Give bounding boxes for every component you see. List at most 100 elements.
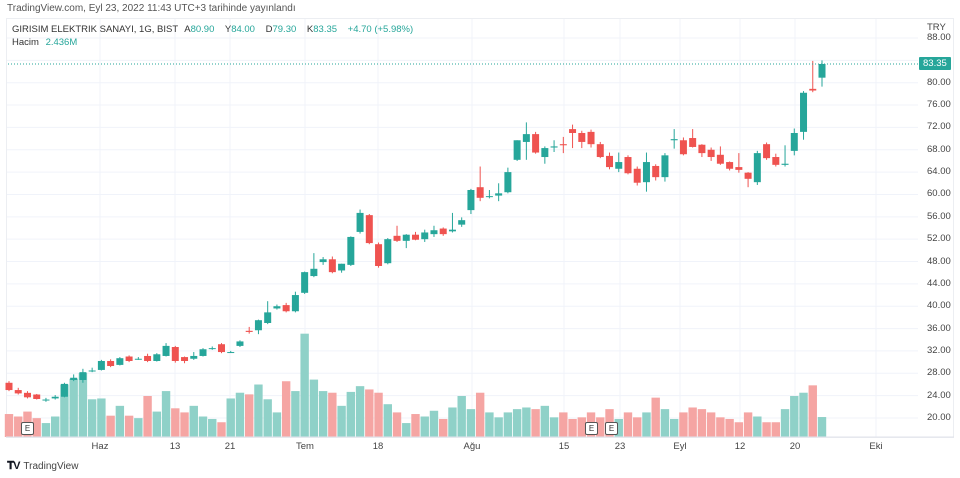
volume-bar — [208, 418, 217, 437]
candle-body — [652, 165, 660, 178]
candle-body — [781, 163, 789, 165]
candle-body — [596, 144, 604, 158]
volume-bar — [115, 405, 125, 437]
candle-body — [744, 172, 752, 179]
date-tick-label: 23 — [614, 441, 626, 452]
candle-body — [51, 396, 59, 399]
volume-bar — [14, 416, 23, 437]
volume-bar — [171, 408, 180, 437]
earnings-event-marker[interactable]: E — [585, 422, 598, 435]
candle-body — [707, 149, 715, 158]
volume-bar — [134, 418, 143, 437]
volume-bar — [799, 392, 808, 437]
footer-brand[interactable]: 𝐓V TradingView — [7, 460, 78, 473]
volume-bar — [808, 385, 817, 437]
volume-bar — [531, 409, 540, 437]
date-tick-label: Eki — [869, 441, 883, 452]
candle-body — [439, 228, 447, 235]
volume-bar — [346, 391, 356, 437]
volume-bar — [568, 418, 577, 437]
candle-body — [375, 244, 383, 266]
candle-body — [716, 154, 724, 164]
candle-body — [735, 167, 743, 170]
volume-bar — [688, 407, 697, 437]
candle-body — [790, 132, 798, 151]
candle-body — [144, 355, 152, 361]
volume-bar — [623, 412, 633, 437]
candle-body — [134, 358, 142, 360]
volume-bar — [753, 416, 762, 437]
volume-bar — [697, 409, 707, 437]
candle-body — [301, 272, 309, 293]
volume-bar — [429, 410, 439, 437]
volume-value: 2.436M — [45, 37, 78, 48]
volume-bar — [549, 417, 559, 437]
price-tick-label: 80.00 — [927, 76, 951, 88]
date-tick-label: 12 — [734, 441, 746, 452]
candle-body — [79, 372, 87, 380]
candle-body — [467, 189, 475, 211]
volume-bars — [4, 333, 827, 437]
candle-body — [227, 352, 235, 354]
volume-bar — [217, 422, 226, 437]
high-value: 84.00 — [231, 24, 255, 35]
price-tick-label: 48.00 — [927, 255, 951, 267]
candle-body — [347, 236, 355, 265]
price-tick-label: 68.00 — [927, 143, 951, 155]
candle-body — [606, 155, 614, 168]
volume-bar — [706, 412, 716, 437]
candle-body — [485, 196, 493, 198]
price-tick-label: 72.00 — [927, 121, 951, 133]
price-tick-label: 64.00 — [927, 166, 951, 178]
volume-bar — [679, 412, 688, 437]
grid-lines — [7, 19, 918, 437]
candle-body — [153, 354, 161, 361]
candle-body — [559, 144, 567, 146]
candle-body — [5, 382, 13, 391]
price-tick-label: 52.00 — [927, 233, 951, 245]
volume-bar — [318, 391, 328, 437]
date-tick-label: Tem — [296, 441, 314, 452]
candle-body — [97, 360, 105, 370]
candle-body — [624, 157, 632, 174]
symbol-name[interactable]: GIRISIM ELEKTRIK SANAYI, 1G, BIST — [12, 24, 179, 35]
volume-bar — [291, 391, 300, 437]
candle-body — [642, 162, 650, 183]
volume-bar — [503, 412, 513, 437]
earnings-event-marker[interactable]: E — [605, 422, 618, 435]
volume-bar — [771, 422, 781, 437]
volume-bar — [577, 417, 586, 437]
candle-body — [254, 320, 262, 331]
candle-body — [689, 138, 697, 147]
candle-body — [476, 187, 484, 198]
volume-bar — [245, 394, 254, 437]
volume-bar — [448, 407, 457, 437]
candle-body — [245, 330, 253, 332]
candle-body — [70, 377, 78, 380]
candle-body — [365, 215, 373, 244]
current-price-tag: 83.35 — [919, 56, 951, 70]
volume-bar — [716, 417, 725, 437]
candle-body — [430, 230, 438, 235]
date-tick-label: 15 — [558, 441, 570, 452]
candle-body — [800, 92, 808, 132]
candle-body — [42, 399, 50, 401]
volume-bar — [152, 411, 162, 437]
volume-bar — [411, 414, 420, 437]
candle-body — [310, 268, 318, 277]
price-tick-label: 44.00 — [927, 277, 951, 289]
volume-bar — [189, 405, 198, 437]
candle-body — [679, 140, 687, 155]
volume-bar — [161, 391, 171, 437]
candle-body — [615, 162, 623, 169]
tradingview-logo-icon: 𝐓V — [7, 460, 20, 472]
candle-body — [772, 157, 780, 165]
earnings-event-marker[interactable]: E — [21, 422, 34, 435]
price-axis[interactable]: 88.00 80.00 76.00 72.00 68.00 64.00 60.00 56.00… — [919, 0, 960, 440]
volume-bar — [439, 418, 448, 437]
date-tick-label: 18 — [372, 441, 384, 452]
volume-bar — [725, 418, 734, 437]
volume-bar — [50, 416, 60, 437]
volume-bar — [235, 392, 245, 437]
